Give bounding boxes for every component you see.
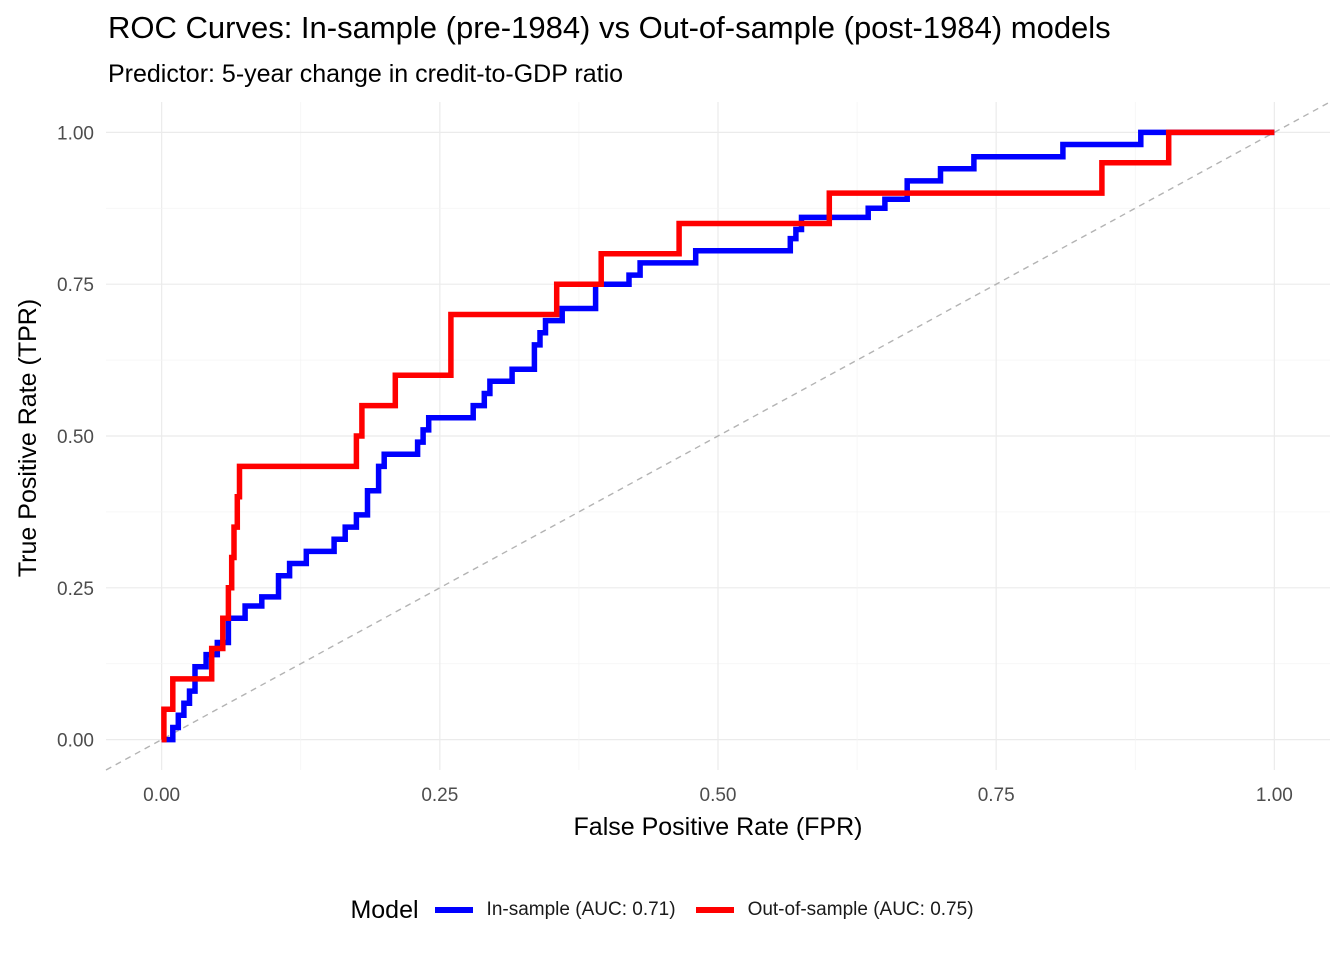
x-tick-label: 0.75 xyxy=(978,785,1015,806)
series-line-in-sample xyxy=(161,129,1275,743)
x-tick-label: 0.25 xyxy=(421,785,458,806)
y-tick-label: 1.00 xyxy=(57,123,94,144)
legend-key-out-of-sample xyxy=(695,907,734,913)
y-tick-label: 0.25 xyxy=(57,579,94,600)
chart-title: ROC Curves: In-sample (pre-1984) vs Out-… xyxy=(108,10,1111,45)
x-tick-label: 0.00 xyxy=(143,785,180,806)
y-tick-label: 0.75 xyxy=(57,275,94,296)
legend: Model In-sample (AUC: 0.71) Out-of-sampl… xyxy=(0,888,1344,932)
series-line-out-of-sample xyxy=(161,129,1275,743)
y-tick-labels: 0.00 0.25 0.50 0.75 1.00 xyxy=(57,123,94,751)
legend-item-in-sample: In-sample (AUC: 0.71) xyxy=(434,899,676,921)
y-tick-label: 0.00 xyxy=(57,731,94,752)
legend-title: Model xyxy=(350,895,419,924)
chart-subtitle: Predictor: 5-year change in credit-to-GD… xyxy=(108,60,624,88)
legend-item-out-of-sample: Out-of-sample (AUC: 0.75) xyxy=(695,899,974,921)
y-axis-title: True Positive Rate (TPR) xyxy=(14,299,42,577)
grid xyxy=(106,102,1330,770)
series-lines xyxy=(161,129,1275,743)
y-tick-label: 0.50 xyxy=(57,427,94,448)
legend-label-out-of-sample: Out-of-sample (AUC: 0.75) xyxy=(747,899,974,920)
x-axis-title: False Positive Rate (FPR) xyxy=(574,813,863,841)
legend-key-in-sample xyxy=(434,907,473,913)
legend-label-in-sample: In-sample (AUC: 0.71) xyxy=(486,899,676,920)
reference-diagonal-line xyxy=(105,101,1331,771)
x-tick-label: 1.00 xyxy=(1256,785,1293,806)
x-tick-labels: 0.00 0.25 0.50 0.75 1.00 xyxy=(143,785,1293,806)
x-tick-label: 0.50 xyxy=(700,785,737,806)
